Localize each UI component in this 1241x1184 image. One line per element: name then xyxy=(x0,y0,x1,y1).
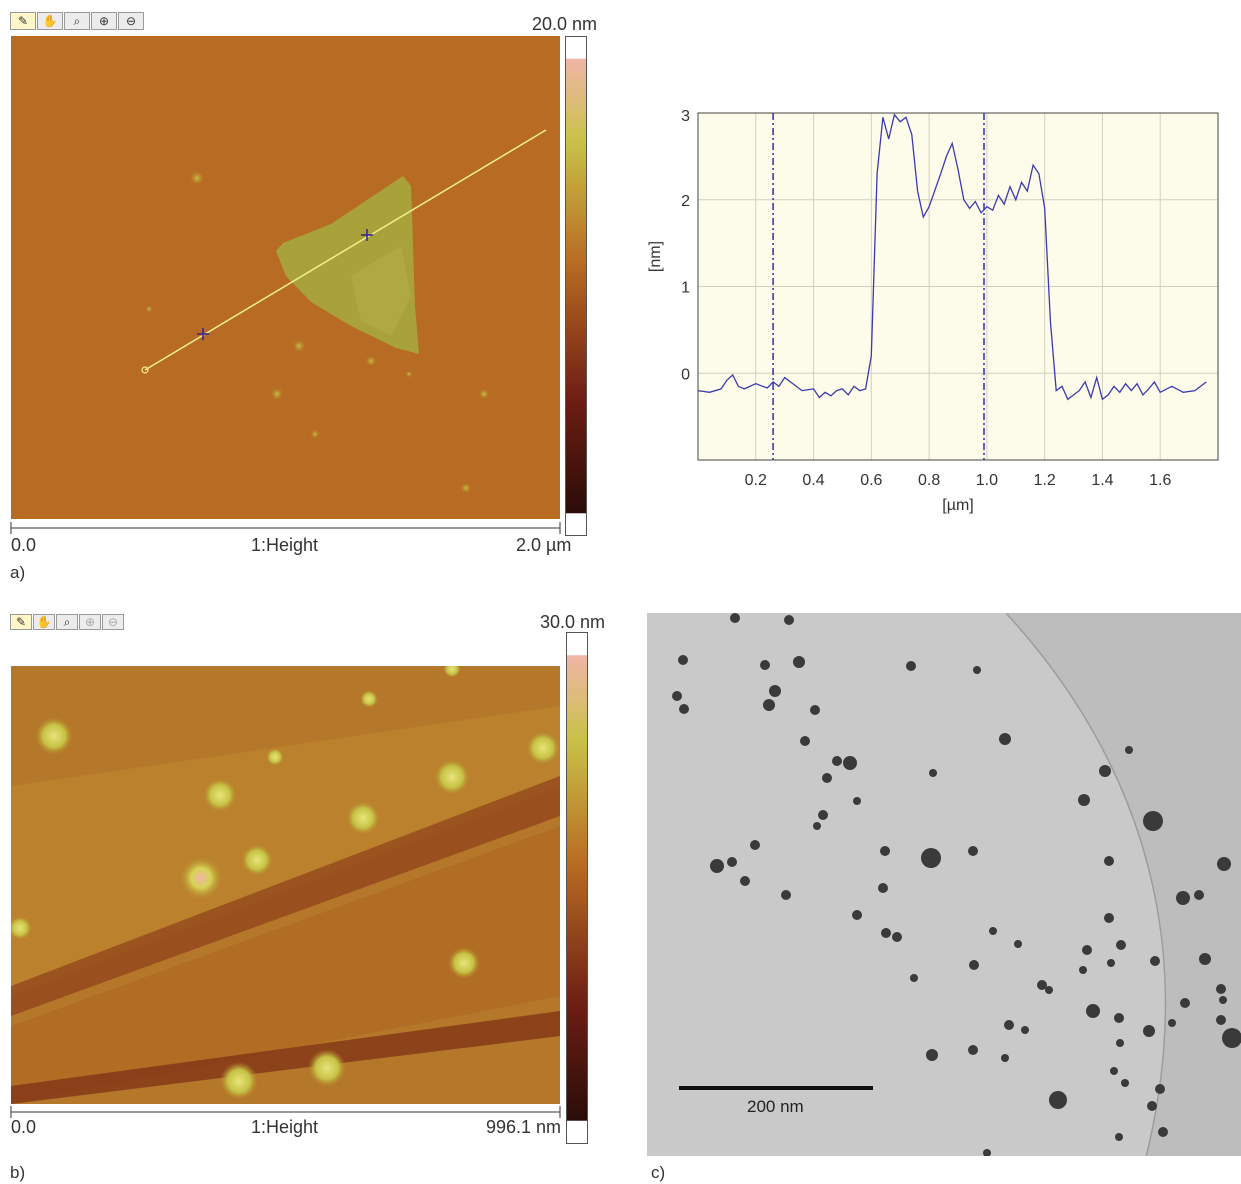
afm-a-axis-start: 0.0 xyxy=(11,535,37,555)
afm-b-axis-start: 0.0 xyxy=(11,1117,37,1137)
scale-bar-label: 200 nm xyxy=(747,1097,804,1116)
panel-b-letter: b) xyxy=(10,1163,26,1182)
afm-a-axis-end: 2.0 µm xyxy=(516,535,572,555)
height-profile-chart: 0.2 0.4 0.6 0.8 1.0 1.2 1.4 1.6 0 1 2 3 [µm] [nm] xyxy=(647,108,1219,514)
profile-line xyxy=(144,129,547,371)
x-tick-label: 0.6 xyxy=(860,472,882,489)
afm-height-image-a xyxy=(11,36,560,519)
y-axis-label: [nm] xyxy=(647,241,664,272)
nanoparticles xyxy=(672,613,1241,1156)
afm-b-axis-end: 996.1 nm xyxy=(486,1117,562,1137)
magnifier-icon[interactable]: ⌕ xyxy=(64,12,90,30)
zoom-in-icon[interactable]: ⊕ xyxy=(79,614,101,630)
y-tick-label: 0 xyxy=(681,366,690,383)
tem-image xyxy=(647,613,1241,1156)
ruler-icon[interactable]: ✎ xyxy=(10,614,32,630)
x-tick-label: 1.6 xyxy=(1149,472,1171,489)
zoom-out-icon[interactable]: ⊖ xyxy=(102,614,124,630)
y-tick-label: 1 xyxy=(681,280,690,297)
afm-b-axis-title: 1:Height xyxy=(251,1117,319,1137)
hand-icon[interactable]: ✋ xyxy=(37,12,63,30)
y-tick-label: 2 xyxy=(681,193,690,210)
hand-icon[interactable]: ✋ xyxy=(33,614,55,630)
profile-marker-2 xyxy=(361,229,373,241)
afm-toolbar-b: ✎ ✋ ⌕ ⊕ ⊖ xyxy=(10,614,124,630)
x-tick-label: 0.2 xyxy=(745,472,767,489)
terrace-step xyxy=(11,776,560,1016)
zoom-in-icon[interactable]: ⊕ xyxy=(91,12,117,30)
x-tick-label: 1.4 xyxy=(1091,472,1113,489)
afm-a-scale-max: 20.0 nm xyxy=(532,14,598,34)
x-tick-label: 0.8 xyxy=(918,472,940,489)
afm-b-axis xyxy=(10,1106,561,1118)
x-tick-label: 1.0 xyxy=(976,472,998,489)
afm-toolbar-a: ✎ ✋ ⌕ ⊕ ⊖ xyxy=(10,12,144,30)
zoom-out-icon[interactable]: ⊖ xyxy=(118,12,144,30)
panel-a-letter: a) xyxy=(10,563,26,582)
plot-frame xyxy=(697,112,1219,461)
afm-height-image-b xyxy=(11,666,560,1104)
panel-c-letter: c) xyxy=(651,1163,666,1182)
afm-b-scale-max: 30.0 nm xyxy=(540,612,606,632)
height-colorbar-a xyxy=(565,36,587,536)
profile-series-line xyxy=(697,113,1207,401)
x-axis-label: [µm] xyxy=(942,497,973,514)
height-colorbar-b xyxy=(566,632,588,1144)
profile-marker-1 xyxy=(197,328,209,340)
y-tick-label: 3 xyxy=(681,108,690,125)
x-tick-label: 1.2 xyxy=(1034,472,1056,489)
carbon-film-edge xyxy=(1005,613,1168,1156)
afm-a-axis xyxy=(10,522,561,534)
afm-a-axis-title: 1:Height xyxy=(251,535,319,555)
x-tick-label: 0.4 xyxy=(802,472,824,489)
magnifier-icon[interactable]: ⌕ xyxy=(56,614,78,630)
ruler-icon[interactable]: ✎ xyxy=(10,12,36,30)
